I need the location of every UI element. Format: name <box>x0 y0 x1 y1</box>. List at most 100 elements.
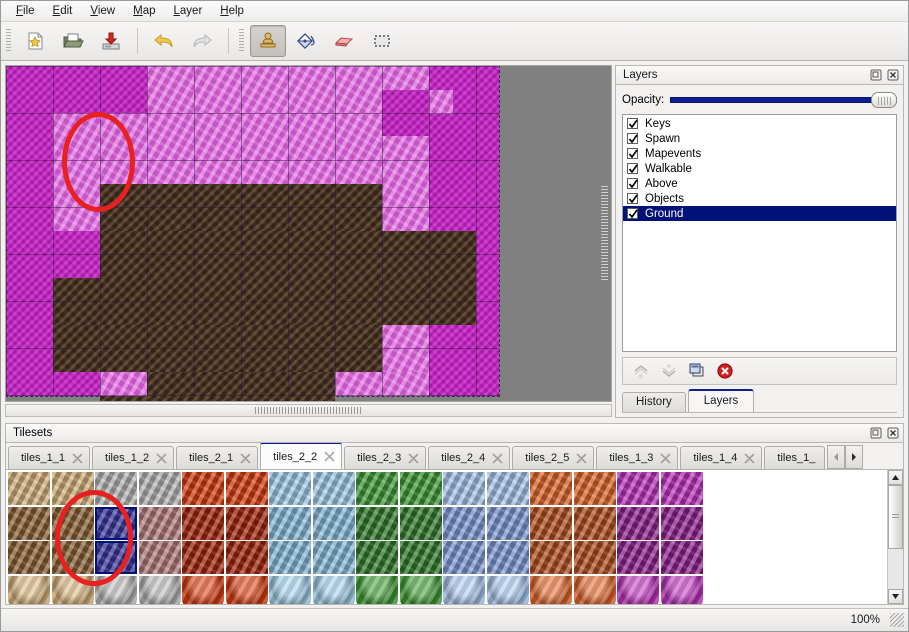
tileset-tile[interactable] <box>312 472 355 505</box>
tileset-tile[interactable] <box>225 575 268 604</box>
tileset-tile[interactable] <box>660 506 703 540</box>
layer-row-ground[interactable]: Ground <box>623 206 896 221</box>
tileset-tile[interactable] <box>486 575 529 604</box>
move-layer-down-button[interactable] <box>659 361 679 381</box>
tileset-tile[interactable] <box>530 541 572 574</box>
tileset-tile[interactable] <box>486 506 529 540</box>
scroll-down-button[interactable] <box>888 589 903 604</box>
tileset-tile[interactable] <box>443 541 485 574</box>
tileset-tile[interactable] <box>312 575 355 604</box>
tileset-scroll-thumb[interactable] <box>888 485 903 550</box>
tileset-tile[interactable] <box>8 472 50 505</box>
close-tab-icon[interactable] <box>240 452 251 464</box>
close-panel-icon[interactable] <box>885 68 900 83</box>
tileset-tile[interactable] <box>399 506 442 540</box>
opacity-slider[interactable] <box>670 92 897 108</box>
tileset-tile[interactable] <box>8 506 50 540</box>
layer-visibility-checkbox[interactable] <box>627 148 638 159</box>
close-tab-icon[interactable] <box>324 451 335 462</box>
tileset-tile[interactable] <box>269 575 311 604</box>
tileset-tile[interactable] <box>660 541 703 574</box>
tileset-tile[interactable] <box>486 472 529 505</box>
menu-file[interactable]: File <box>16 4 35 17</box>
duplicate-layer-button[interactable] <box>687 361 707 381</box>
scroll-tabs-left-button[interactable] <box>827 445 846 469</box>
map-canvas[interactable] <box>5 65 612 402</box>
tileset-tile[interactable] <box>356 506 398 540</box>
menu-help[interactable]: Help <box>220 4 244 17</box>
tileset-tab-tiles_2_3[interactable]: tiles_2_3 <box>344 446 427 469</box>
canvas-horizontal-scrollbar[interactable] <box>5 404 612 417</box>
tileset-scroll-track[interactable] <box>888 485 903 589</box>
tileset-tile[interactable] <box>51 506 94 540</box>
tileset-tile[interactable] <box>617 472 659 505</box>
layer-row-keys[interactable]: Keys <box>623 116 896 131</box>
tileset-tile[interactable] <box>617 506 659 540</box>
tileset-tile[interactable] <box>95 506 137 540</box>
layer-visibility-checkbox[interactable] <box>627 208 638 219</box>
fill-bucket-button[interactable] <box>288 25 324 57</box>
layer-row-above[interactable]: Above <box>623 176 896 191</box>
tileset-tile[interactable] <box>443 575 485 604</box>
tileset-tile[interactable] <box>573 575 616 604</box>
tileset-tile[interactable] <box>660 472 703 505</box>
toolbar-drag-handle[interactable] <box>5 29 12 53</box>
tileset-vertical-scrollbar[interactable] <box>887 470 903 604</box>
tileset-tab-tiles_2_4[interactable]: tiles_2_4 <box>428 446 511 469</box>
tileset-tile[interactable] <box>573 472 616 505</box>
tileset-tile[interactable] <box>8 541 50 574</box>
tileset-tile[interactable] <box>312 541 355 574</box>
tab-layers[interactable]: Layers <box>687 389 755 412</box>
close-tab-icon[interactable] <box>408 452 419 464</box>
tileset-grid[interactable] <box>6 470 887 604</box>
tileset-tab-tiles_1_2[interactable]: tiles_1_2 <box>92 446 175 469</box>
close-tab-icon[interactable] <box>660 452 671 464</box>
tileset-tile[interactable] <box>51 541 94 574</box>
tileset-tile[interactable] <box>530 506 572 540</box>
tileset-tile[interactable] <box>617 575 659 604</box>
tileset-tab-tiles_1_5[interactable]: tiles_1_ <box>764 446 826 469</box>
tileset-tile[interactable] <box>51 575 94 604</box>
tileset-tile[interactable] <box>182 506 224 540</box>
undo-button[interactable] <box>146 25 182 57</box>
layer-visibility-checkbox[interactable] <box>627 193 638 204</box>
tools-drag-handle[interactable] <box>238 29 245 53</box>
menu-layer[interactable]: Layer <box>173 4 203 17</box>
open-map-button[interactable] <box>55 25 91 57</box>
resize-grip-icon[interactable] <box>890 613 904 627</box>
tileset-tile[interactable] <box>399 472 442 505</box>
tileset-tile[interactable] <box>8 575 50 604</box>
delete-layer-button[interactable] <box>715 361 735 381</box>
layer-row-mapevents[interactable]: Mapevents <box>623 146 896 161</box>
close-tab-icon[interactable] <box>576 452 587 464</box>
tileset-tile[interactable] <box>573 541 616 574</box>
redo-button[interactable] <box>184 25 220 57</box>
tileset-tab-tiles_2_1[interactable]: tiles_2_1 <box>176 446 259 469</box>
tileset-tile[interactable] <box>182 541 224 574</box>
tileset-tile[interactable] <box>269 541 311 574</box>
scroll-tabs-right-button[interactable] <box>845 445 864 469</box>
menu-view[interactable]: View <box>90 4 116 17</box>
scroll-up-button[interactable] <box>888 470 903 485</box>
layer-row-objects[interactable]: Objects <box>623 191 896 206</box>
map-tiles-area[interactable] <box>6 66 500 401</box>
tileset-tile[interactable] <box>182 575 224 604</box>
tileset-tile[interactable] <box>530 472 572 505</box>
tab-history[interactable]: History <box>622 392 686 412</box>
close-tab-icon[interactable] <box>156 452 167 464</box>
layer-row-spawn[interactable]: Spawn <box>623 131 896 146</box>
tileset-tile[interactable] <box>530 575 572 604</box>
tileset-tile[interactable] <box>269 472 311 505</box>
close-tab-icon[interactable] <box>72 452 83 464</box>
tileset-tile[interactable] <box>51 472 94 505</box>
layer-visibility-checkbox[interactable] <box>627 178 638 189</box>
tileset-tile[interactable] <box>95 472 137 505</box>
layer-visibility-checkbox[interactable] <box>627 118 638 129</box>
tileset-tile[interactable] <box>573 506 616 540</box>
tileset-tile[interactable] <box>399 575 442 604</box>
move-layer-up-button[interactable] <box>631 361 651 381</box>
tileset-tile[interactable] <box>660 575 703 604</box>
tileset-tile[interactable] <box>269 506 311 540</box>
save-map-button[interactable] <box>93 25 129 57</box>
layer-list[interactable]: Keys Spawn Mapevents Walkable <box>622 114 897 352</box>
